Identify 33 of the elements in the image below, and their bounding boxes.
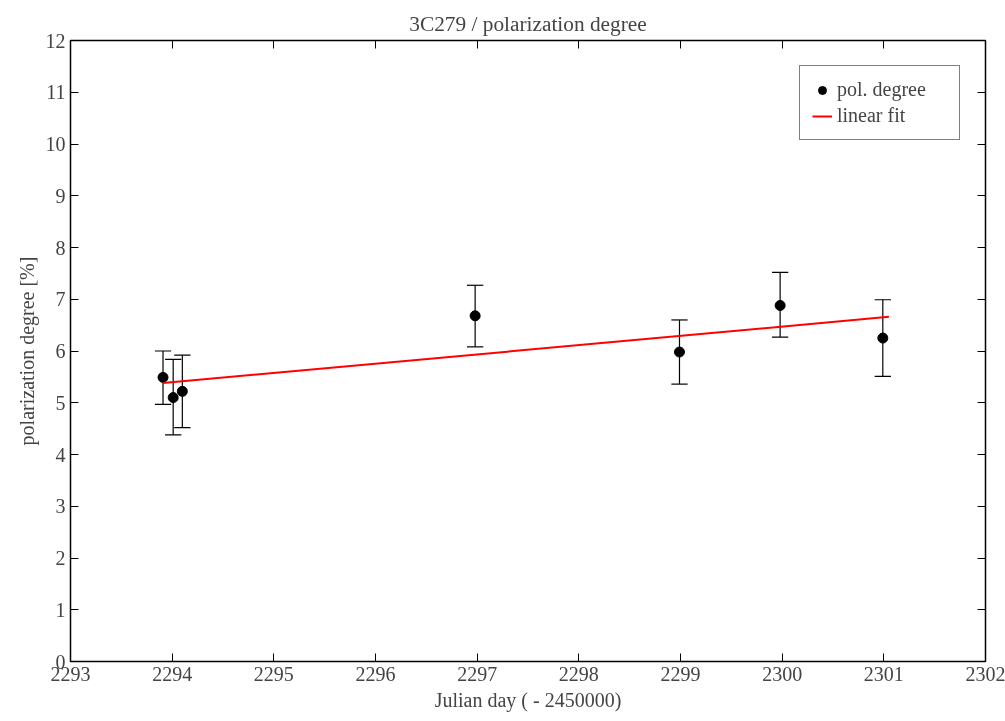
x-tick-label: 2299 xyxy=(660,662,701,685)
y-tick-label: 9 xyxy=(55,184,66,207)
y-tick-label: 7 xyxy=(55,288,66,311)
legend-label: linear fit xyxy=(837,104,907,127)
x-tick-label: 2302 xyxy=(965,662,1005,685)
x-tick-label: 2301 xyxy=(863,662,904,685)
y-tick-label: 12 xyxy=(45,29,66,52)
y-tick-label: 5 xyxy=(55,391,66,414)
x-tick-label: 2298 xyxy=(558,662,599,685)
point xyxy=(157,371,169,383)
x-tick-label: 2296 xyxy=(355,662,396,685)
x-tick-label: 2297 xyxy=(457,662,498,685)
point xyxy=(877,332,889,344)
point xyxy=(673,346,685,358)
y-axis-title: polarization degree [%] xyxy=(15,256,39,446)
point xyxy=(176,385,188,397)
x-tick-label: 2295 xyxy=(253,662,294,685)
y-tick-label: 6 xyxy=(55,340,66,362)
y-tick-label: 8 xyxy=(55,236,66,259)
x-axis-title: Julian day ( - 2450000) xyxy=(434,688,622,712)
point xyxy=(469,310,481,322)
x-tick-label: 2300 xyxy=(762,662,803,685)
x-tick-label: 2294 xyxy=(152,662,193,685)
y-tick-label: 11 xyxy=(46,81,66,104)
chart-title: 3C279 / polarization degree xyxy=(409,11,647,36)
legend-label: pol. degree xyxy=(837,78,927,101)
y-tick-label: 2 xyxy=(55,547,66,569)
y-tick-label: 3 xyxy=(55,495,66,518)
y-tick-label: 1 xyxy=(55,598,66,621)
point xyxy=(774,299,786,311)
y-tick-label: 10 xyxy=(45,133,66,155)
y-tick-label: 4 xyxy=(55,443,66,466)
point xyxy=(167,392,179,404)
